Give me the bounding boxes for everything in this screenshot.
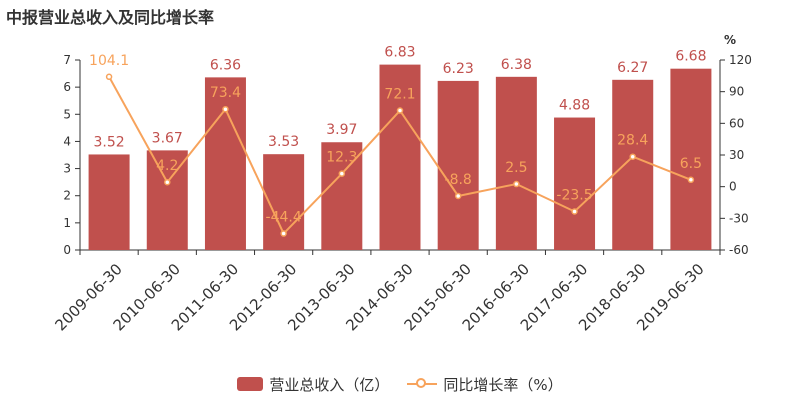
growth-point bbox=[222, 105, 229, 113]
bar bbox=[88, 154, 130, 250]
growth-value-label: 2.5 bbox=[505, 160, 527, 176]
legend-label-growth: 同比增长率（%） bbox=[443, 375, 563, 394]
growth-point bbox=[164, 178, 171, 186]
bar bbox=[379, 64, 421, 250]
bar-value-label: 6.38 bbox=[501, 57, 532, 73]
legend-item-revenue[interactable]: 营业总收入（亿） bbox=[237, 374, 389, 395]
growth-value-label: 72.1 bbox=[384, 87, 415, 103]
bar-value-label: 3.53 bbox=[268, 134, 299, 150]
y-right-tick-label: 120 bbox=[729, 53, 752, 67]
bar-value-label: 6.83 bbox=[384, 45, 415, 61]
legend-item-growth[interactable]: 同比增长率（%） bbox=[407, 374, 563, 395]
y-left-tick-label: 1 bbox=[63, 216, 71, 230]
growth-point bbox=[687, 176, 695, 184]
y-right-tick-label: 30 bbox=[729, 148, 744, 162]
legend: 营业总收入（亿） 同比增长率（%） bbox=[0, 372, 800, 396]
y-left-tick-label: 4 bbox=[63, 134, 71, 148]
y-left-tick-label: 0 bbox=[63, 243, 71, 257]
bar-value-label: 6.27 bbox=[617, 60, 648, 76]
bar bbox=[670, 68, 712, 250]
y-right-tick-label: -60 bbox=[729, 243, 749, 257]
y-right-tick-label: -30 bbox=[729, 211, 749, 225]
bar-value-label: 6.23 bbox=[443, 61, 474, 77]
growth-point bbox=[454, 192, 462, 200]
growth-value-label: 28.4 bbox=[617, 133, 648, 149]
y-left-tick-label: 5 bbox=[63, 107, 71, 121]
bar bbox=[612, 79, 654, 250]
y-left-tick-label: 7 bbox=[63, 53, 71, 67]
y-right-tick-label: 90 bbox=[729, 85, 744, 99]
bar-value-label: 6.36 bbox=[210, 57, 241, 73]
growth-point bbox=[280, 230, 287, 237]
y-right-tick-label: 60 bbox=[729, 116, 744, 130]
y-left-tick-label: 6 bbox=[63, 80, 71, 94]
growth-value-label: 6.5 bbox=[680, 156, 702, 172]
bar-value-label: 3.52 bbox=[94, 134, 125, 150]
growth-value-label: 73.4 bbox=[210, 85, 241, 101]
bar-value-label: 3.97 bbox=[326, 122, 357, 138]
growth-value-label: 4.2 bbox=[156, 158, 178, 174]
growth-value-label: -44.4 bbox=[266, 210, 302, 226]
bar bbox=[495, 76, 537, 250]
y-right-tick-label: 0 bbox=[729, 180, 737, 194]
legend-line-swatch bbox=[407, 377, 438, 391]
growth-value-label: 104.1 bbox=[89, 53, 129, 69]
growth-value-label: 12.3 bbox=[326, 150, 357, 166]
bar-value-label: 6.68 bbox=[675, 49, 706, 65]
bar bbox=[204, 77, 246, 250]
legend-bar-swatch bbox=[237, 377, 264, 391]
growth-point bbox=[513, 180, 520, 188]
legend-label-revenue: 营业总收入（亿） bbox=[269, 375, 390, 394]
y-left-tick-label: 2 bbox=[63, 189, 71, 203]
bar-value-label: 3.67 bbox=[152, 130, 183, 146]
growth-point bbox=[105, 73, 113, 81]
growth-point bbox=[629, 153, 636, 160]
bar-value-label: 4.88 bbox=[559, 98, 590, 114]
growth-point bbox=[396, 107, 404, 114]
y-left-tick-label: 3 bbox=[63, 162, 71, 176]
growth-point bbox=[571, 208, 578, 215]
chart-title: 中报营业总收入及同比增长率 bbox=[6, 8, 215, 27]
growth-value-label: -8.8 bbox=[445, 172, 472, 188]
y-right-unit: % bbox=[724, 33, 736, 47]
growth-value-label: -23.5 bbox=[556, 187, 592, 203]
bar bbox=[146, 150, 188, 250]
bar bbox=[437, 80, 479, 251]
growth-point bbox=[338, 170, 346, 177]
bar bbox=[554, 117, 596, 251]
